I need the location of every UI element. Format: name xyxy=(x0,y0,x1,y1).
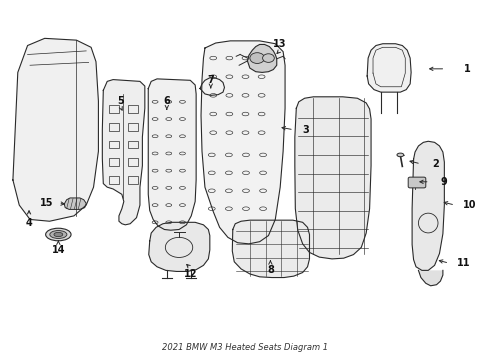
Polygon shape xyxy=(201,41,285,244)
Text: 10: 10 xyxy=(463,200,476,210)
Polygon shape xyxy=(149,222,210,271)
Text: 4: 4 xyxy=(25,218,32,228)
Text: 8: 8 xyxy=(267,265,274,275)
Bar xyxy=(109,176,119,184)
Polygon shape xyxy=(412,141,444,270)
Ellipse shape xyxy=(397,153,404,157)
Bar xyxy=(128,105,138,113)
Text: 12: 12 xyxy=(184,269,197,279)
Bar xyxy=(109,158,119,166)
Text: 7: 7 xyxy=(207,75,214,85)
Polygon shape xyxy=(102,80,145,225)
FancyBboxPatch shape xyxy=(408,177,426,188)
Text: 6: 6 xyxy=(164,96,170,106)
Circle shape xyxy=(250,53,265,63)
Polygon shape xyxy=(418,270,443,286)
Polygon shape xyxy=(64,198,86,210)
Text: 3: 3 xyxy=(303,125,310,135)
Text: 1: 1 xyxy=(464,64,471,74)
Text: 2: 2 xyxy=(432,159,439,169)
Text: 9: 9 xyxy=(441,177,448,187)
Polygon shape xyxy=(148,79,196,230)
Text: 13: 13 xyxy=(273,40,287,49)
Text: 14: 14 xyxy=(51,245,65,255)
Bar xyxy=(109,123,119,131)
Polygon shape xyxy=(367,44,411,92)
Bar xyxy=(128,158,138,166)
Polygon shape xyxy=(13,39,98,221)
Text: 2021 BMW M3 Heated Seats Diagram 1: 2021 BMW M3 Heated Seats Diagram 1 xyxy=(162,343,328,352)
Bar xyxy=(109,105,119,113)
Text: 15: 15 xyxy=(40,198,54,208)
Bar xyxy=(128,140,138,148)
Bar xyxy=(109,140,119,148)
Polygon shape xyxy=(232,220,310,278)
Polygon shape xyxy=(295,97,371,259)
Circle shape xyxy=(263,54,274,62)
Polygon shape xyxy=(200,78,224,95)
Ellipse shape xyxy=(54,232,63,237)
Text: 11: 11 xyxy=(457,258,471,268)
Polygon shape xyxy=(247,44,277,72)
Ellipse shape xyxy=(50,230,67,238)
Ellipse shape xyxy=(46,228,71,241)
Bar xyxy=(128,176,138,184)
Text: 5: 5 xyxy=(117,96,124,106)
Bar xyxy=(128,123,138,131)
